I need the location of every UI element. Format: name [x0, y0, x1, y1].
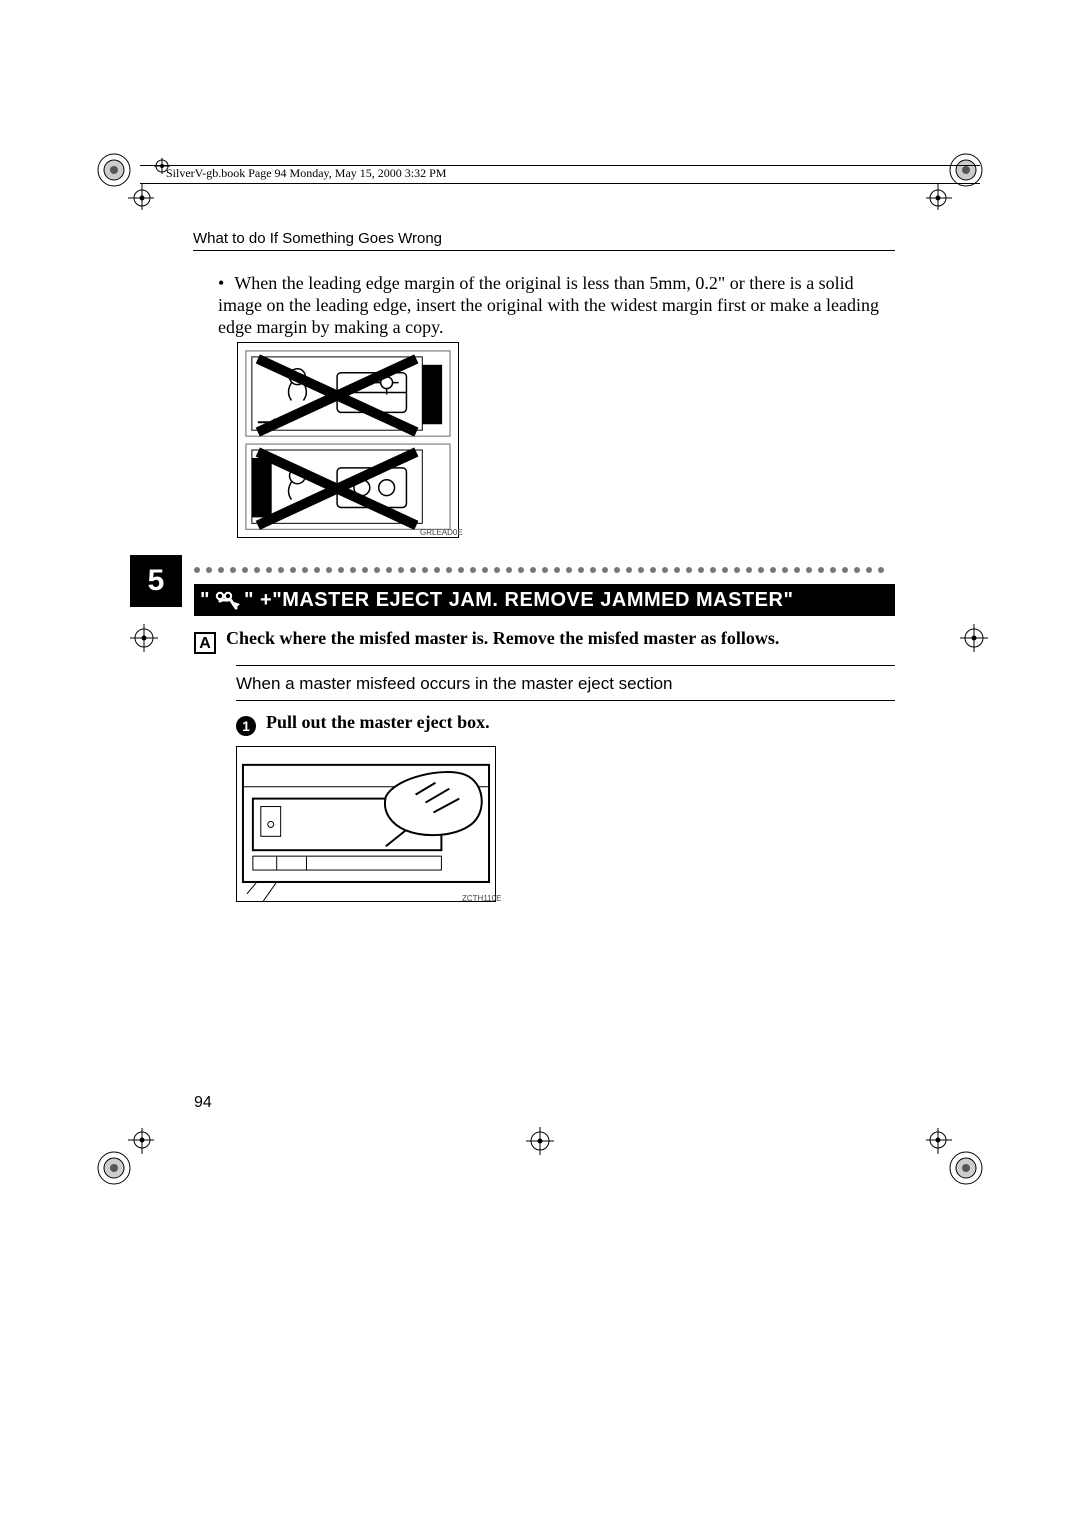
page-number: 94	[194, 1094, 212, 1112]
subsection-text: When a master misfeed occurs in the mast…	[236, 674, 673, 694]
bullet-text: When the leading edge margin of the orig…	[218, 272, 895, 338]
illustration-leading-edge	[237, 342, 459, 538]
step-1-text: Pull out the master eject box.	[266, 712, 490, 732]
subsection-rule-bottom	[236, 700, 895, 701]
section-heading-prefix: "	[200, 589, 210, 612]
header-line: SilverV-gb.book Page 94 Monday, May 15, …	[166, 166, 446, 181]
section-heading-title: MASTER EJECT JAM. REMOVE JAMMED MASTER	[282, 589, 783, 612]
section-heading-mid: " +"	[244, 589, 282, 612]
illustration-eject-box	[236, 746, 496, 902]
section-heading: " " +" MASTER EJECT JAM. REMOVE JAMMED M…	[194, 584, 895, 616]
reg-mark-ml	[130, 624, 158, 657]
running-head-rule	[193, 250, 895, 251]
bullet-dot-icon: •	[218, 272, 224, 294]
chapter-tab: 5	[130, 555, 182, 607]
figure-code-1: GRLEAD0E	[420, 528, 463, 537]
header-rule-bot	[140, 183, 980, 184]
jam-icon	[214, 590, 240, 610]
running-head: What to do If Something Goes Wrong	[193, 230, 442, 247]
step-1: 1 Pull out the master eject box.	[236, 712, 490, 736]
reg-mark-bl	[94, 1128, 154, 1188]
figure-code-2: ZCTH110E	[462, 894, 501, 903]
scanned-page: SilverV-gb.book Page 94 Monday, May 15, …	[0, 0, 1080, 1528]
step-a-text: Check where the misfed master is. Remove…	[226, 628, 779, 648]
reg-mark-mr	[960, 624, 988, 657]
reg-mark-tl	[94, 150, 154, 210]
reg-mark-br	[926, 1128, 986, 1188]
reg-mark-mc-bottom	[526, 1127, 554, 1160]
bullet-paragraph: • When the leading edge margin of the or…	[218, 272, 895, 338]
step-1-label: 1	[236, 716, 256, 736]
step-a: A Check where the misfed master is. Remo…	[194, 628, 895, 654]
step-a-label: A	[194, 632, 216, 654]
subsection-rule-top	[236, 665, 895, 666]
section-heading-suffix: "	[783, 589, 793, 612]
reg-mark-tr	[926, 150, 986, 210]
section-dots	[194, 560, 895, 566]
